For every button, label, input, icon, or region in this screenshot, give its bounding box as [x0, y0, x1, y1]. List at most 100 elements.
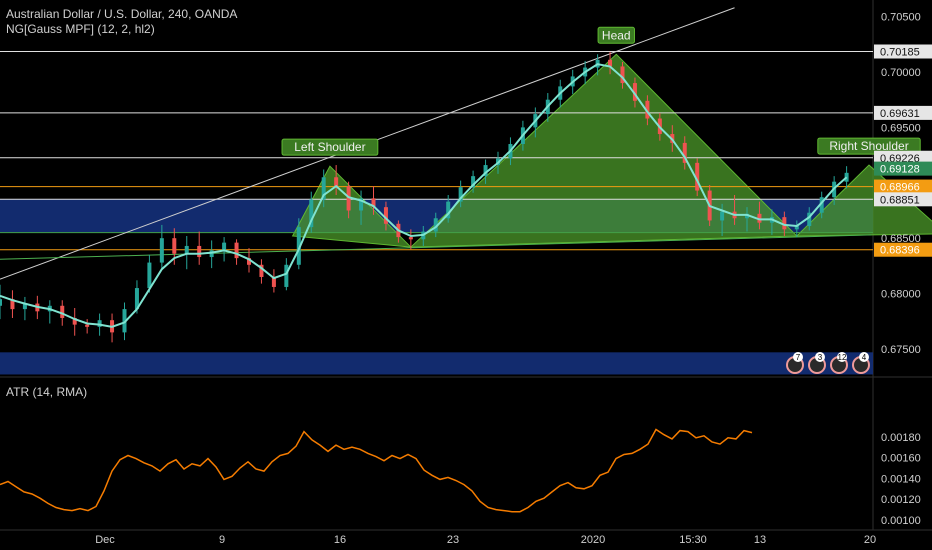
- candle[interactable]: [446, 194, 451, 223]
- candle[interactable]: [695, 158, 700, 197]
- event-badge[interactable]: 12: [830, 352, 848, 374]
- candle[interactable]: [359, 190, 364, 225]
- candle-body: [446, 201, 451, 219]
- pattern-label-right-shoulder[interactable]: Right Shoulder: [817, 137, 921, 155]
- candle[interactable]: [10, 290, 15, 318]
- candle[interactable]: [184, 235, 189, 270]
- candle[interactable]: [209, 240, 214, 269]
- candle-body: [346, 186, 351, 211]
- price-tag-bg: [874, 105, 932, 120]
- candle[interactable]: [794, 220, 799, 238]
- atr-legend: ATR (14, RMA): [6, 385, 87, 400]
- candle[interactable]: [0, 284, 2, 320]
- candle[interactable]: [682, 136, 687, 170]
- price-tag-0[interactable]: 0.70185: [874, 44, 932, 59]
- symbol-title[interactable]: Australian Dollar / U.S. Dollar, 240, OA…: [6, 7, 238, 21]
- candle[interactable]: [197, 231, 202, 265]
- time-tick-label: 16: [334, 534, 346, 546]
- pattern-label-box: [597, 26, 635, 44]
- candle-body: [85, 324, 90, 327]
- candle[interactable]: [271, 269, 276, 293]
- atr-indicator-label[interactable]: ATR (14, RMA): [6, 385, 88, 399]
- price-tag-bg: [874, 150, 932, 165]
- candle[interactable]: [346, 181, 351, 219]
- candle[interactable]: [22, 296, 27, 321]
- candle-body: [334, 177, 339, 187]
- price-pane[interactable]: Left Shoulder Head Right Shoulder 7 3 12 4: [0, 0, 932, 531]
- price-tag-bg: [874, 179, 932, 194]
- event-badge[interactable]: 4: [852, 352, 870, 374]
- price-tag-label: 0.70185: [880, 47, 920, 59]
- atr-tick-label: 0.00120: [881, 494, 921, 506]
- candle[interactable]: [296, 218, 301, 270]
- candle[interactable]: [234, 239, 239, 265]
- candle[interactable]: [309, 191, 314, 233]
- candle[interactable]: [408, 229, 413, 250]
- price-tag-4[interactable]: 0.68966: [874, 179, 932, 194]
- price-tag-label: 0.68966: [880, 182, 920, 194]
- candle[interactable]: [458, 180, 463, 208]
- candle[interactable]: [471, 170, 476, 193]
- time-tick-label: 2020: [581, 534, 605, 546]
- candle-body: [807, 212, 812, 227]
- price-tag-bg: [874, 161, 932, 176]
- price-axis[interactable]: 0.67500 0.68000 0.68500 0.69500 0.70000 0.705…: [874, 12, 932, 356]
- candle-body: [819, 197, 824, 213]
- price-tag-1[interactable]: 0.69631: [874, 105, 932, 120]
- candle[interactable]: [433, 212, 438, 238]
- candle[interactable]: [85, 319, 90, 334]
- price-tag-bg: [874, 192, 932, 207]
- candle[interactable]: [757, 201, 762, 230]
- trendline-1[interactable]: [0, 234, 872, 260]
- price-tag-5[interactable]: 0.68851: [874, 192, 932, 207]
- candle[interactable]: [321, 169, 326, 208]
- pattern-label-box: [281, 138, 379, 156]
- event-badge[interactable]: 7: [786, 352, 804, 374]
- candle[interactable]: [222, 237, 227, 262]
- candle[interactable]: [608, 52, 613, 75]
- gauss-line[interactable]: [0, 63, 848, 328]
- indicator-label[interactable]: NG[Gauss MPF] (12, 2, hl2): [6, 22, 155, 36]
- candle[interactable]: [159, 224, 164, 270]
- candle[interactable]: [720, 203, 725, 236]
- candle-body: [247, 258, 251, 265]
- candle-body: [184, 245, 189, 254]
- price-tag-3[interactable]: 0.69128: [874, 161, 932, 176]
- candle-body: [209, 250, 214, 258]
- candle[interactable]: [844, 166, 849, 189]
- candle[interactable]: [334, 165, 339, 195]
- candle[interactable]: [371, 186, 376, 215]
- pattern-label-left-shoulder[interactable]: Left Shoulder: [281, 138, 379, 156]
- time-tick-label: 23: [447, 534, 459, 546]
- candle-body: [745, 213, 749, 219]
- candle[interactable]: [259, 259, 264, 284]
- candle-body: [197, 245, 202, 258]
- pattern-label-head[interactable]: Head: [597, 26, 635, 44]
- candle[interactable]: [620, 62, 625, 89]
- atr-pane[interactable]: [0, 428, 753, 513]
- candle-body: [159, 238, 164, 263]
- candle[interactable]: [383, 201, 388, 231]
- candle-body: [359, 198, 364, 211]
- price-tag-label: 0.69128: [880, 164, 920, 176]
- candle-body: [608, 59, 613, 67]
- candle-body: [645, 100, 650, 119]
- candle-body: [271, 276, 276, 287]
- candle-body: [458, 187, 463, 202]
- atr-line[interactable]: [0, 428, 753, 513]
- candle[interactable]: [745, 207, 749, 232]
- candle[interactable]: [72, 308, 77, 336]
- time-axis[interactable]: Dec 9 16 23 2020 15:30 13 20: [95, 534, 876, 546]
- price-tick-label: 0.70000: [881, 67, 921, 79]
- candle[interactable]: [819, 191, 824, 219]
- event-badge[interactable]: 3: [808, 352, 826, 374]
- candle-body: [794, 226, 799, 230]
- candle[interactable]: [147, 254, 152, 293]
- candle-body: [844, 172, 849, 182]
- candle[interactable]: [807, 207, 812, 231]
- atr-axis[interactable]: 0.00100 0.00120 0.00140 0.00160 0.00180: [881, 432, 921, 527]
- pattern-label-text: Head: [602, 28, 631, 42]
- price-tag-6[interactable]: 0.68396: [874, 242, 932, 257]
